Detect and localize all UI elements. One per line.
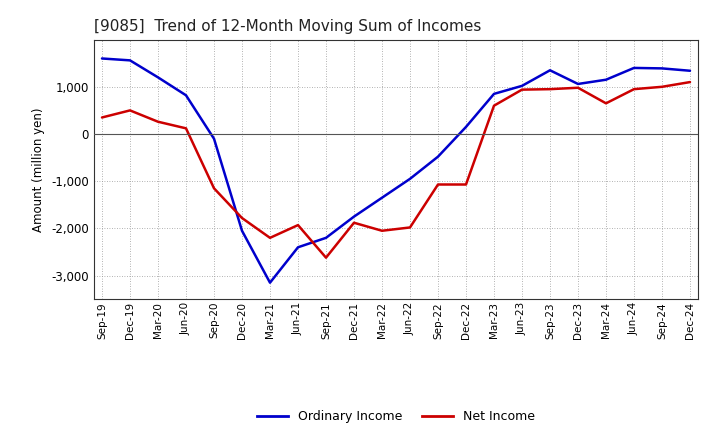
Net Income [294,223,302,228]
Ordinary Income [602,77,611,82]
Text: [9085]  Trend of 12-Month Moving Sum of Incomes: [9085] Trend of 12-Month Moving Sum of I… [94,19,481,34]
Ordinary Income [546,68,554,73]
Ordinary Income [630,65,639,70]
Net Income [574,85,582,90]
Net Income [405,225,414,230]
Ordinary Income [462,124,470,129]
Ordinary Income [266,280,274,285]
Y-axis label: Amount (million yen): Amount (million yen) [32,107,45,231]
Legend: Ordinary Income, Net Income: Ordinary Income, Net Income [252,405,540,428]
Ordinary Income [238,228,246,233]
Net Income [266,235,274,241]
Ordinary Income [433,154,442,159]
Net Income [126,108,135,113]
Ordinary Income [574,81,582,87]
Net Income [153,119,162,125]
Net Income [490,103,498,108]
Net Income [433,182,442,187]
Net Income [685,80,694,85]
Ordinary Income [350,214,359,219]
Net Income [238,215,246,220]
Net Income [378,228,387,233]
Ordinary Income [518,83,526,88]
Net Income [602,101,611,106]
Net Income [657,84,666,89]
Net Income [322,255,330,260]
Net Income [181,126,190,131]
Net Income [630,87,639,92]
Ordinary Income [98,56,107,61]
Ordinary Income [294,245,302,250]
Ordinary Income [153,75,162,80]
Ordinary Income [657,66,666,71]
Net Income [210,186,218,191]
Ordinary Income [126,58,135,63]
Net Income [98,115,107,120]
Net Income [350,220,359,225]
Net Income [462,182,470,187]
Ordinary Income [490,91,498,96]
Ordinary Income [685,68,694,73]
Line: Net Income: Net Income [102,82,690,258]
Ordinary Income [405,176,414,181]
Ordinary Income [181,93,190,98]
Net Income [518,87,526,92]
Ordinary Income [322,235,330,241]
Ordinary Income [378,195,387,200]
Line: Ordinary Income: Ordinary Income [102,59,690,282]
Net Income [546,87,554,92]
Ordinary Income [210,136,218,141]
